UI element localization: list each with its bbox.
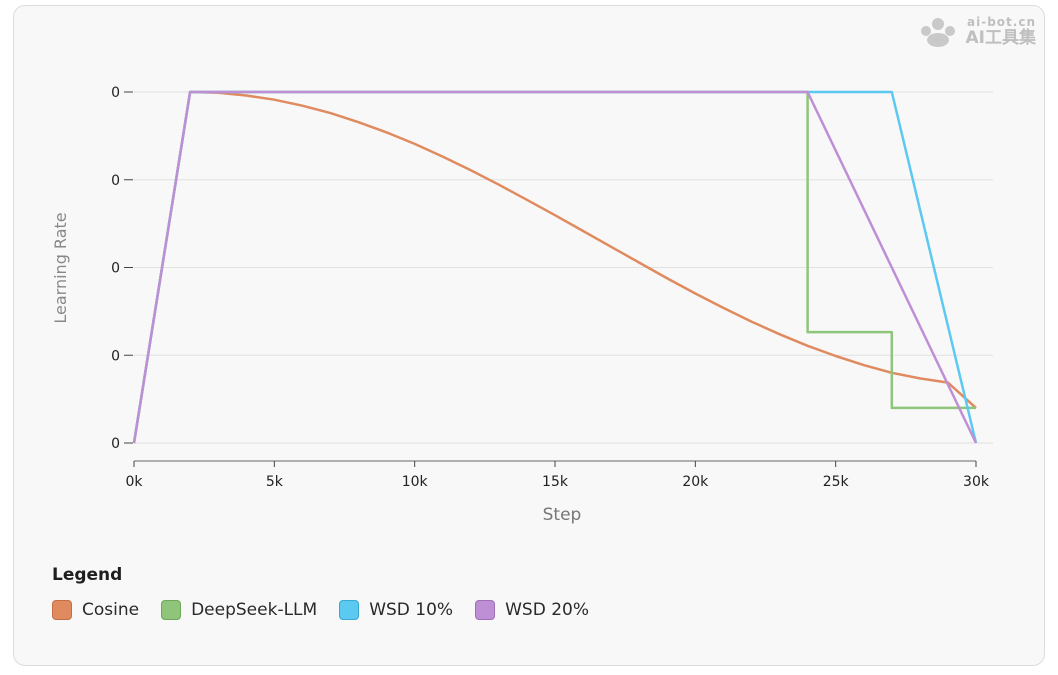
watermark: ai-bot.cn AI工具集 <box>916 16 1036 47</box>
legend-label: Cosine <box>82 600 140 620</box>
watermark-url: ai-bot.cn <box>967 15 1036 29</box>
chart-card <box>13 5 1045 666</box>
x-tick-label: 10k <box>402 474 429 490</box>
y-tick-label: 0 <box>111 348 120 364</box>
learning-rate-chart: 0 0 0 0 0 0k 5k 10k 15k 20k 25k 30k Step Learning … <box>51 85 993 525</box>
legend-item-wsd-20[interactable]: WSD 20% <box>475 600 589 620</box>
y-tick-label: 0 <box>111 261 120 277</box>
series-line-wsd-20- <box>132 90 978 444</box>
x-tick-label: 25k <box>823 474 850 490</box>
y-tick-label: 0 <box>111 436 120 452</box>
x-axis: 0k 5k 10k 15k 20k 25k 30k <box>125 460 990 490</box>
y-tick-label: 0 <box>111 85 120 101</box>
paw-logo-icon <box>920 17 955 47</box>
x-axis-label: Step <box>543 505 582 525</box>
y-axis: 0 0 0 0 0 <box>111 85 133 452</box>
series-lines <box>132 90 978 444</box>
y-axis-label: Learning Rate <box>51 212 70 323</box>
y-tick-label: 0 <box>111 173 120 189</box>
x-tick-label: 20k <box>682 474 709 490</box>
legend-swatch <box>52 600 72 620</box>
legend-item-cosine[interactable]: Cosine <box>52 600 139 620</box>
legend-swatch <box>161 600 182 620</box>
watermark-brand: AI工具集 <box>965 28 1036 48</box>
legend-swatch <box>339 600 360 620</box>
legend-item-deepseek-llm[interactable]: DeepSeek-LLM <box>161 600 317 620</box>
legend-title: Legend <box>52 565 123 585</box>
x-tick-label: 5k <box>266 474 284 490</box>
x-tick-label: 0k <box>125 474 143 490</box>
legend-items: Cosine DeepSeek-LLM WSD 10% WSD 20% <box>52 600 589 620</box>
legend-label: WSD 20% <box>505 600 589 620</box>
x-tick-label: 15k <box>542 474 569 490</box>
grid-lines <box>134 91 993 444</box>
legend-label: WSD 10% <box>369 600 454 620</box>
series-line-cosine <box>132 90 977 444</box>
legend-swatch <box>475 600 496 620</box>
legend: Legend Cosine DeepSeek-LLM WSD 10% WSD 2… <box>52 565 589 620</box>
legend-item-wsd-10[interactable]: WSD 10% <box>339 600 453 620</box>
x-tick-label: 30k <box>963 474 990 490</box>
legend-label: DeepSeek-LLM <box>191 600 318 620</box>
